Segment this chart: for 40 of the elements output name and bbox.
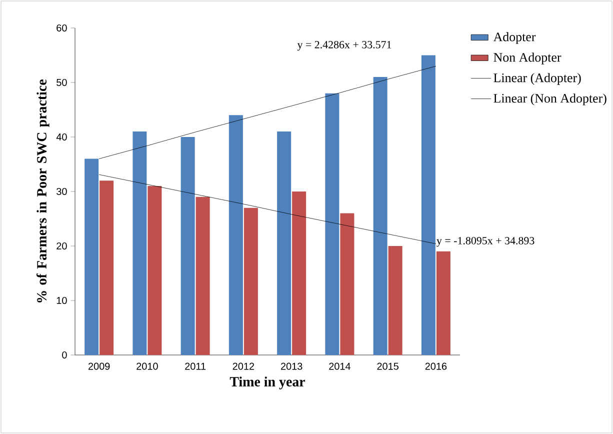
bar	[100, 180, 114, 355]
y-tick-label: 10	[56, 296, 67, 304]
bar	[373, 77, 388, 355]
annotation: y = 2.4286x + 33.571	[297, 40, 392, 51]
bar	[148, 186, 162, 355]
y-tick-label: 60	[56, 24, 67, 32]
x-tick-label: 2015	[377, 362, 398, 370]
bar	[132, 132, 147, 355]
y-tick-label: 30	[56, 188, 67, 196]
bar	[277, 132, 292, 355]
bar	[84, 158, 99, 355]
x-axis-title: Time in year	[230, 376, 306, 390]
bar	[292, 191, 306, 355]
y-axis-title: % of Farmers in Poor SWC practice	[36, 80, 50, 302]
bar	[436, 251, 450, 355]
x-tick-label: 2014	[329, 362, 350, 370]
y-tick-label: 0	[62, 351, 67, 359]
legend-label: Non Adopter	[494, 52, 562, 64]
y-tick-label: 50	[56, 78, 67, 86]
bar	[340, 213, 354, 355]
legend-label: Linear (Adopter)	[494, 73, 581, 85]
legend-label: Linear (Non Adopter)	[494, 94, 606, 106]
line-series	[98, 66, 436, 159]
bar	[325, 93, 340, 355]
x-tick-label: 2011	[185, 362, 206, 370]
x-tick-label: 2016	[425, 362, 447, 370]
bar	[388, 246, 402, 355]
x-tick-label: 2013	[280, 362, 302, 370]
x-tick-label: 2009	[88, 362, 110, 370]
x-tick-label: 2010	[136, 362, 158, 370]
x-tick-label: 2012	[232, 362, 254, 370]
bar	[228, 115, 243, 355]
y-tick-label: 40	[56, 133, 67, 141]
y-tick-label: 20	[56, 242, 67, 250]
bar	[180, 136, 195, 355]
bar	[196, 196, 210, 355]
bar	[244, 208, 258, 355]
bar	[421, 55, 436, 355]
annotation: y = -1.8095x + 34.893	[436, 236, 534, 247]
legend-label: Adopter	[493, 32, 536, 44]
